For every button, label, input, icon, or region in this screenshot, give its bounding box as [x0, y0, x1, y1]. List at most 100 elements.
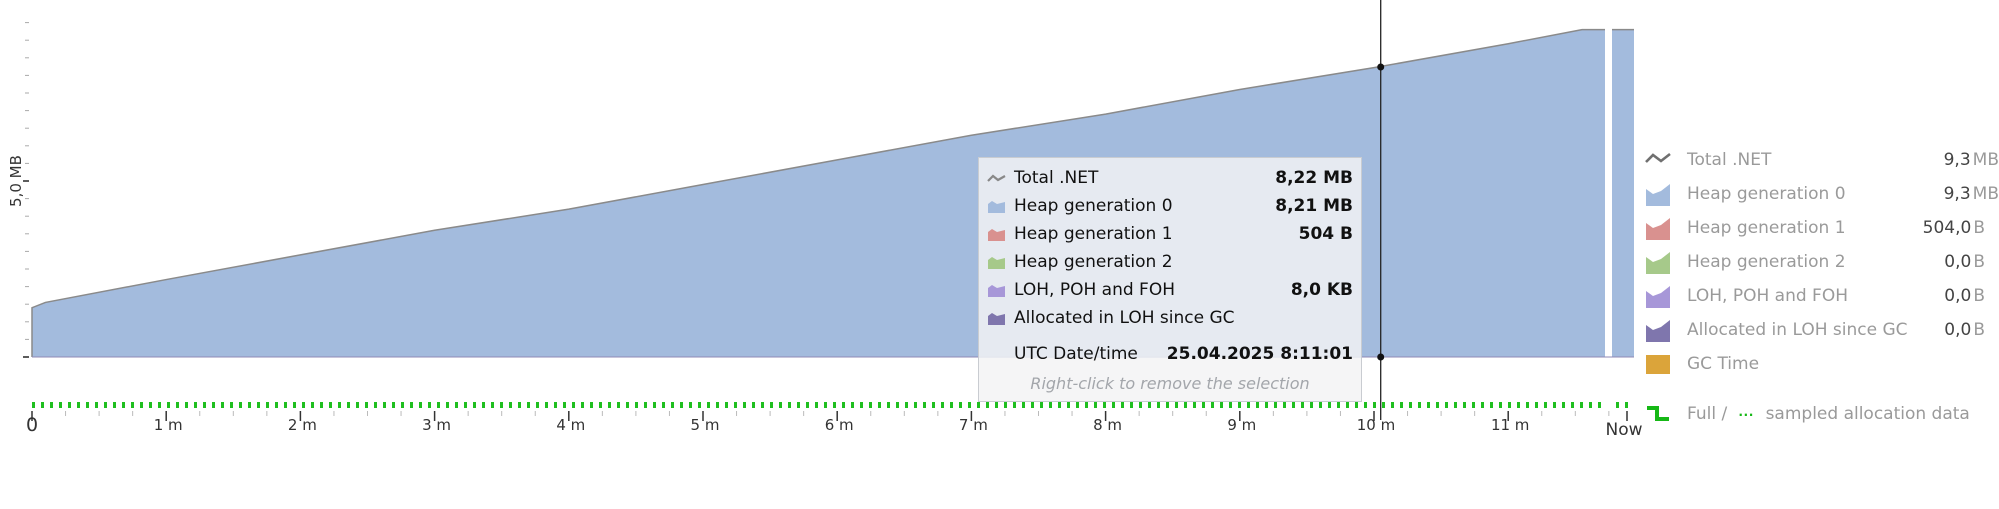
- area-icon: [1646, 286, 1670, 308]
- area-icon: [1646, 320, 1670, 342]
- legend-item-label: LOH, POH and FOH: [1687, 286, 1848, 306]
- sampled-allocation-mark: [932, 402, 935, 408]
- sampled-allocation-mark: [59, 402, 62, 408]
- sampled-allocation-mark: [1319, 402, 1322, 408]
- sampled-allocation-mark: [257, 402, 260, 408]
- sampled-allocation-mark: [671, 402, 674, 408]
- sampled-allocation-mark: [950, 402, 953, 408]
- sampled-allocation-mark: [158, 402, 161, 408]
- sampled-allocation-mark: [1427, 402, 1430, 408]
- sampled-allocation-mark: [878, 402, 881, 408]
- legend-item[interactable]: GC Time: [1645, 351, 1999, 377]
- sampled-allocation-mark: [113, 402, 116, 408]
- sampled-allocation-mark: [1436, 402, 1439, 408]
- sampled-allocation-mark: [977, 402, 980, 408]
- sampled-allocation-mark: [1625, 402, 1628, 408]
- tooltip-row-label: Allocated in LOH since GC: [1014, 308, 1235, 328]
- sampled-allocation-mark: [1310, 402, 1313, 408]
- full-allocation-step-icon: [1647, 406, 1669, 421]
- gc-time-square-icon: [1646, 355, 1670, 374]
- sampled-allocation-mark: [554, 402, 557, 408]
- sampled-allocation-mark: [1238, 402, 1241, 408]
- legend-item-value: 0,0 B: [1944, 320, 1985, 340]
- x-tick-label: 11 m: [1490, 416, 1530, 434]
- sampled-allocation-mark: [689, 402, 692, 408]
- area-icon: [1646, 218, 1670, 240]
- tooltip-row: Heap generation 0 8,21 MB: [987, 194, 1353, 218]
- area-icon: [1646, 252, 1670, 274]
- legend-item[interactable]: Heap generation 1 504,0 B: [1645, 215, 1999, 241]
- sampled-allocation-mark: [644, 402, 647, 408]
- sampled-allocation-mark: [626, 402, 629, 408]
- sampled-allocation-mark: [599, 402, 602, 408]
- area-icon: [988, 312, 1005, 325]
- sampled-allocation-mark: [131, 402, 134, 408]
- sampled-allocation-mark: [239, 402, 242, 408]
- sampled-allocation-mark: [392, 402, 395, 408]
- sampled-allocation-mark: [464, 402, 467, 408]
- sampled-allocation-mark: [1328, 402, 1331, 408]
- crosshair-point-total: [1377, 63, 1385, 71]
- tooltip-row-value: 8,21 MB: [1275, 196, 1353, 216]
- legend-item[interactable]: LOH, POH and FOH 0,0 B: [1645, 283, 1999, 309]
- legend-item[interactable]: Heap generation 2 0,0 B: [1645, 249, 1999, 275]
- legend-item-allocation-data[interactable]: Full / ‧‧‧ sampled allocation data: [1645, 401, 1999, 427]
- sampled-allocation-mark: [1013, 402, 1016, 408]
- sampled-dots-icon: ‧‧‧: [1738, 408, 1755, 422]
- sampled-allocation-mark: [419, 402, 422, 408]
- sampled-allocation-mark: [1274, 402, 1277, 408]
- sampled-allocation-mark: [446, 402, 449, 408]
- sampled-allocation-mark: [383, 402, 386, 408]
- x-tick-label: 8 m: [1093, 416, 1123, 434]
- tooltip-row-label: Heap generation 0: [1014, 196, 1173, 216]
- tooltip-hint-band: [979, 358, 1361, 401]
- sampled-allocation-mark: [68, 402, 71, 408]
- legend-item[interactable]: Heap generation 0 9,3 MB: [1645, 181, 1999, 207]
- sampled-allocation-mark: [617, 402, 620, 408]
- legend-item[interactable]: Allocated in LOH since GC 0,0 B: [1645, 317, 1999, 343]
- tooltip-row-value: 8,22 MB: [1275, 168, 1353, 188]
- sampled-allocation-mark: [1058, 402, 1061, 408]
- sampled-allocation-mark: [842, 402, 845, 408]
- sampled-allocation-mark: [1463, 402, 1466, 408]
- sampled-allocation-mark: [347, 402, 350, 408]
- x-tick-label: 7 m: [958, 416, 988, 434]
- x-tick-label: 3 m: [422, 416, 452, 434]
- sampled-allocation-mark: [1130, 402, 1133, 408]
- legend-item-label: Total .NET: [1687, 150, 1772, 170]
- legend-full-label: Full /: [1687, 404, 1728, 424]
- sampled-allocation-mark: [1418, 402, 1421, 408]
- sampled-allocation-mark: [149, 402, 152, 408]
- sampled-allocation-mark: [401, 402, 404, 408]
- sampled-allocation-mark: [1472, 402, 1475, 408]
- sampled-allocation-mark: [959, 402, 962, 408]
- legend-item-value: 9,3 MB: [1943, 150, 1999, 170]
- sampled-allocation-mark: [122, 402, 125, 408]
- line-icon: [987, 174, 1006, 182]
- legend-item-label: Heap generation 0: [1687, 184, 1846, 204]
- sampled-allocation-mark: [662, 402, 665, 408]
- sampled-allocation-mark: [1085, 402, 1088, 408]
- sampled-allocation-mark: [779, 402, 782, 408]
- tooltip-row: LOH, POH and FOH 8,0 KB: [987, 278, 1353, 302]
- tooltip-row-label: Heap generation 1: [1014, 224, 1173, 244]
- sampled-allocation-mark: [941, 402, 944, 408]
- x-tick-label: 9 m: [1227, 416, 1257, 434]
- sampled-allocation-mark: [608, 402, 611, 408]
- tooltip-row: Total .NET 8,22 MB: [987, 166, 1353, 190]
- sampled-allocation-mark: [914, 402, 917, 408]
- tooltip-row: Heap generation 1 504 B: [987, 222, 1353, 246]
- sampled-allocation-mark: [338, 402, 341, 408]
- sampled-allocation-mark: [230, 402, 233, 408]
- sampled-allocation-mark: [635, 402, 638, 408]
- sampled-allocation-mark: [1508, 402, 1511, 408]
- sampled-allocation-mark: [356, 402, 359, 408]
- sampled-allocation-mark: [1184, 402, 1187, 408]
- sampled-allocation-mark: [1157, 402, 1160, 408]
- tooltip-row: Heap generation 2: [987, 250, 1353, 274]
- sampled-allocation-mark: [824, 402, 827, 408]
- legend-item[interactable]: Total .NET 9,3 MB: [1645, 147, 1999, 173]
- sampled-allocation-mark: [1301, 402, 1304, 408]
- total-net-line: [31, 28, 1605, 357]
- sampled-allocation-mark: [770, 402, 773, 408]
